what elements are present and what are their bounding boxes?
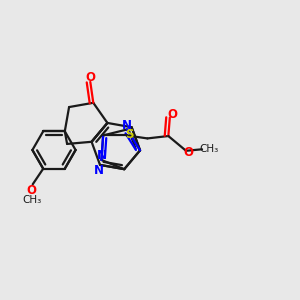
- Text: S: S: [125, 128, 133, 141]
- Text: N: N: [122, 119, 132, 132]
- Text: O: O: [27, 184, 37, 197]
- Text: O: O: [183, 146, 194, 159]
- Text: O: O: [85, 71, 95, 84]
- Text: N: N: [94, 164, 103, 177]
- Text: O: O: [168, 108, 178, 121]
- Text: N: N: [96, 149, 106, 162]
- Text: CH₃: CH₃: [22, 195, 41, 205]
- Text: CH₃: CH₃: [200, 144, 219, 154]
